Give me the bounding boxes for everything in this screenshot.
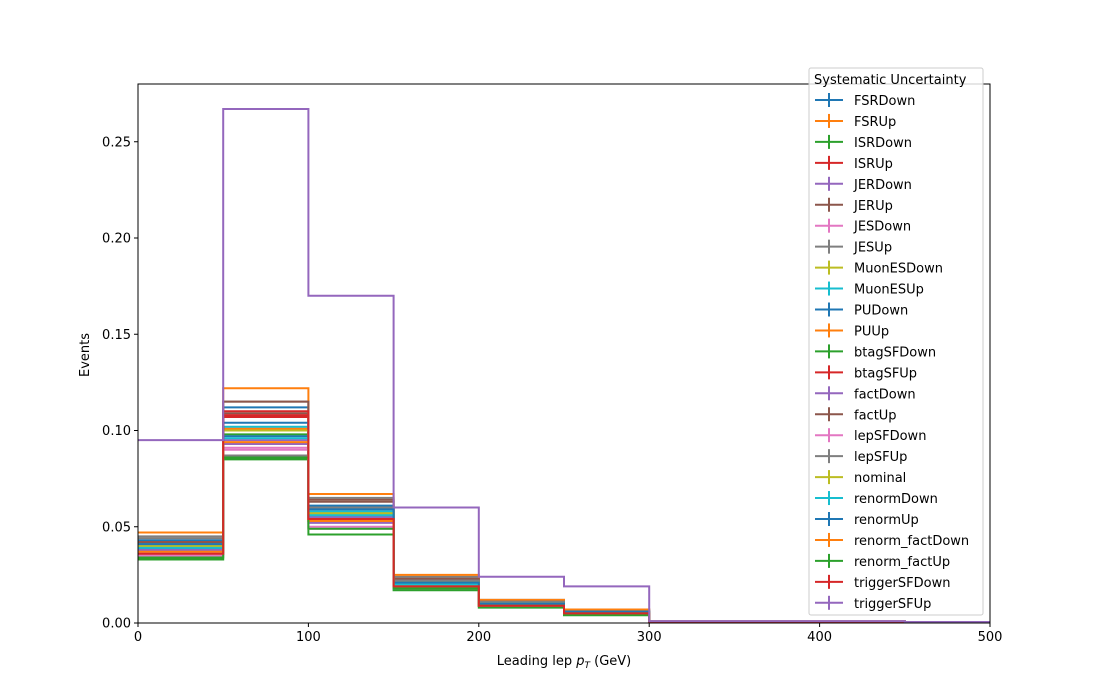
series-line-triggerSFUp — [138, 108, 990, 623]
legend-label: lepSFUp — [854, 450, 907, 465]
legend-entry-MuonESUp: MuonESUp — [815, 281, 924, 298]
series-layer — [138, 108, 990, 624]
y-tick-label: 0.05 — [102, 520, 131, 535]
y-tick-label: 0.15 — [102, 328, 131, 343]
y-axis-label: Events — [78, 333, 93, 377]
x-axis: 0 100 200 300 400 500 — [134, 623, 1003, 645]
x-tick-label: 400 — [807, 630, 832, 645]
legend-entry-triggerSFDown: triggerSFDown — [815, 574, 950, 591]
legend-label: factDown — [854, 387, 916, 402]
legend: Systematic Uncertainty FSRDown FSRUp ISRDo… — [808, 67, 984, 616]
x-axis-label: Leading lep pT (GeV) — [497, 654, 631, 671]
y-axis: 0.00 0.05 0.10 0.15 0.20 0.25 — [102, 135, 138, 632]
legend-label: FSRUp — [854, 115, 896, 130]
legend-label: JESDown — [853, 220, 911, 235]
legend-label: JERDown — [853, 178, 912, 193]
legend-entry-MuonESDown: MuonESDown — [815, 260, 943, 277]
legend-label: triggerSFUp — [854, 597, 931, 612]
legend-entry-lepSFUp: lepSFUp — [815, 449, 907, 465]
legend-entry-ISRDown: ISRDown — [815, 134, 912, 151]
legend-label: renormUp — [854, 513, 919, 528]
y-tick-label: 0.25 — [102, 135, 131, 150]
legend-label: PUUp — [854, 324, 889, 339]
legend-entry-btagSFDown: btagSFDown — [815, 344, 936, 360]
legend-entry-ISRUp: ISRUp — [815, 155, 893, 172]
legend-entry-factDown: factDown — [815, 386, 916, 402]
legend-entry-renormDown: renormDown — [815, 491, 938, 507]
legend-title: Systematic Uncertainty — [814, 73, 967, 88]
plot-frame — [137, 83, 991, 624]
legend-entry-renorm_factDown: renorm_factDown — [815, 532, 969, 549]
y-tick-label: 0.20 — [102, 232, 131, 247]
legend-label: renormDown — [854, 492, 938, 507]
x-tick-label: 100 — [296, 630, 321, 645]
legend-label: factUp — [854, 408, 897, 423]
x-tick-label: 300 — [637, 630, 662, 645]
legend-label: JESUp — [853, 241, 892, 256]
legend-label: renorm_factUp — [854, 555, 950, 570]
legend-entry-JESDown: JESDown — [815, 218, 911, 235]
legend-label: triggerSFDown — [854, 576, 950, 591]
legend-entry-nominal: nominal — [815, 470, 906, 486]
legend-entry-PUUp: PUUp — [815, 323, 889, 339]
x-tick-label: 500 — [978, 630, 1003, 645]
legend-entry-triggerSFUp: triggerSFUp — [815, 595, 931, 612]
legend-entry-renormUp: renormUp — [815, 512, 919, 528]
legend-label: MuonESUp — [854, 283, 924, 298]
legend-label: btagSFDown — [854, 345, 936, 360]
legend-label: FSRDown — [854, 94, 915, 109]
legend-entry-JERDown: JERDown — [815, 176, 912, 193]
legend-label: btagSFUp — [854, 366, 917, 381]
legend-label: JERUp — [853, 199, 893, 214]
legend-entry-factUp: factUp — [815, 407, 897, 423]
legend-entry-FSRUp: FSRUp — [815, 113, 896, 130]
legend-label: ISRUp — [854, 157, 893, 172]
legend-label: nominal — [854, 471, 906, 486]
y-tick-label: 0.00 — [102, 617, 131, 632]
x-tick-label: 200 — [466, 630, 491, 645]
y-tick-label: 0.10 — [102, 424, 131, 439]
x-tick-label: 0 — [134, 630, 142, 645]
legend-entry-FSRDown: FSRDown — [815, 93, 915, 109]
legend-box — [808, 67, 984, 616]
legend-label: PUDown — [854, 304, 908, 319]
legend-entry-JESUp: JESUp — [815, 239, 892, 256]
legend-entry-btagSFUp: btagSFUp — [815, 365, 917, 381]
legend-label: lepSFDown — [854, 429, 926, 444]
legend-entry-PUDown: PUDown — [815, 302, 908, 319]
legend-entries: FSRDown FSRUp ISRDown ISRUp JERDown JERUp JESD… — [815, 93, 969, 612]
legend-entry-lepSFDown: lepSFDown — [815, 428, 926, 444]
legend-label: renorm_factDown — [854, 534, 969, 549]
legend-label: MuonESDown — [854, 262, 943, 277]
legend-entry-renorm_factUp: renorm_factUp — [815, 553, 950, 570]
legend-entry-JERUp: JERUp — [815, 197, 893, 214]
legend-label: ISRDown — [854, 136, 912, 151]
